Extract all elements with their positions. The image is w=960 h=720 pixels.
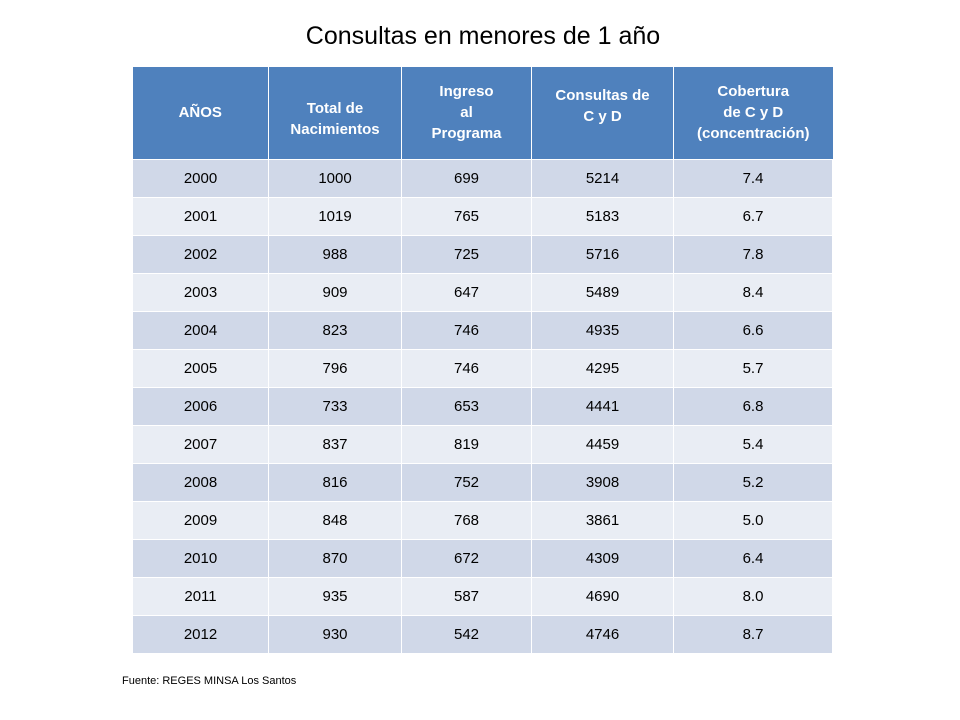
table-row: 2010 870 672 4309 6.4 <box>132 538 833 578</box>
cell-cobertura: 5.4 <box>673 424 833 464</box>
cell-year: 2005 <box>132 348 269 388</box>
table-row: 2011 935 587 4690 8.0 <box>132 576 833 616</box>
cell-year: 2001 <box>132 196 269 236</box>
cell-total-nacimientos: 930 <box>268 614 402 654</box>
table-body: 2000 1000 699 5214 7.4 2001 1019 765 5183 6.7 2002… <box>132 158 833 654</box>
cell-ingreso-programa: 768 <box>401 500 532 540</box>
cell-consultas-cyd: 3861 <box>531 500 674 540</box>
cell-total-nacimientos: 870 <box>268 538 402 578</box>
cell-ingreso-programa: 725 <box>401 234 532 274</box>
table-row: 2009 848 768 3861 5.0 <box>132 500 833 540</box>
cell-ingreso-programa: 587 <box>401 576 532 616</box>
column-header-anos: AÑOS <box>132 67 269 159</box>
table-row: 2004 823 746 4935 6.6 <box>132 310 833 350</box>
cell-ingreso-programa: 672 <box>401 538 532 578</box>
table-header-row: AÑOS Total de Nacimientos Ingreso al Pro… <box>132 67 833 159</box>
cell-ingreso-programa: 765 <box>401 196 532 236</box>
cell-year: 2000 <box>132 158 269 198</box>
chart-title: Consultas en menores de 1 año <box>305 22 661 50</box>
cell-year: 2010 <box>132 538 269 578</box>
cell-year: 2012 <box>132 614 269 654</box>
cell-total-nacimientos: 733 <box>268 386 402 426</box>
column-header-consultas-cyd: Consultas de C y D <box>531 67 674 159</box>
table-row: 2008 816 752 3908 5.2 <box>132 462 833 502</box>
table-row: 2001 1019 765 5183 6.7 <box>132 196 833 236</box>
cell-total-nacimientos: 816 <box>268 462 402 502</box>
cell-consultas-cyd: 5214 <box>531 158 674 198</box>
cell-year: 2006 <box>132 386 269 426</box>
cell-ingreso-programa: 542 <box>401 614 532 654</box>
cell-total-nacimientos: 823 <box>268 310 402 350</box>
cell-consultas-cyd: 4690 <box>531 576 674 616</box>
cell-cobertura: 6.4 <box>673 538 833 578</box>
cell-total-nacimientos: 796 <box>268 348 402 388</box>
cell-year: 2007 <box>132 424 269 464</box>
cell-ingreso-programa: 819 <box>401 424 532 464</box>
cell-ingreso-programa: 752 <box>401 462 532 502</box>
cell-year: 2003 <box>132 272 269 312</box>
cell-consultas-cyd: 4935 <box>531 310 674 350</box>
cell-cobertura: 8.7 <box>673 614 833 654</box>
column-header-ingreso-programa: Ingreso al Programa <box>401 67 532 159</box>
table-row: 2005 796 746 4295 5.7 <box>132 348 833 388</box>
cell-year: 2004 <box>132 310 269 350</box>
table-row: 2003 909 647 5489 8.4 <box>132 272 833 312</box>
cell-total-nacimientos: 935 <box>268 576 402 616</box>
cell-total-nacimientos: 1000 <box>268 158 402 198</box>
cell-ingreso-programa: 699 <box>401 158 532 198</box>
cell-total-nacimientos: 837 <box>268 424 402 464</box>
cell-year: 2008 <box>132 462 269 502</box>
cell-cobertura: 6.8 <box>673 386 833 426</box>
cell-year: 2009 <box>132 500 269 540</box>
cell-total-nacimientos: 909 <box>268 272 402 312</box>
cell-cobertura: 7.4 <box>673 158 833 198</box>
cell-ingreso-programa: 746 <box>401 348 532 388</box>
cell-total-nacimientos: 848 <box>268 500 402 540</box>
cell-cobertura: 6.6 <box>673 310 833 350</box>
cell-ingreso-programa: 746 <box>401 310 532 350</box>
cell-consultas-cyd: 3908 <box>531 462 674 502</box>
cell-consultas-cyd: 4295 <box>531 348 674 388</box>
column-header-total-nacimientos: Total de Nacimientos <box>268 67 402 159</box>
column-header-cobertura: Cobertura de C y D (concentración) <box>673 67 833 159</box>
cell-total-nacimientos: 988 <box>268 234 402 274</box>
cell-cobertura: 8.4 <box>673 272 833 312</box>
table-row: 2012 930 542 4746 8.7 <box>132 614 833 654</box>
source-note: Fuente: REGES MINSA Los Santos <box>122 675 297 687</box>
cell-consultas-cyd: 5716 <box>531 234 674 274</box>
cell-consultas-cyd: 4441 <box>531 386 674 426</box>
table-row: 2000 1000 699 5214 7.4 <box>132 158 833 198</box>
cell-cobertura: 7.8 <box>673 234 833 274</box>
cell-cobertura: 8.0 <box>673 576 833 616</box>
cell-consultas-cyd: 4746 <box>531 614 674 654</box>
cell-consultas-cyd: 5183 <box>531 196 674 236</box>
cell-cobertura: 6.7 <box>673 196 833 236</box>
cell-consultas-cyd: 4459 <box>531 424 674 464</box>
cell-year: 2011 <box>132 576 269 616</box>
cell-consultas-cyd: 5489 <box>531 272 674 312</box>
cell-cobertura: 5.0 <box>673 500 833 540</box>
table-row: 2007 837 819 4459 5.4 <box>132 424 833 464</box>
data-table: AÑOS Total de Nacimientos Ingreso al Pro… <box>132 67 833 654</box>
cell-cobertura: 5.2 <box>673 462 833 502</box>
table-row: 2006 733 653 4441 6.8 <box>132 386 833 426</box>
cell-ingreso-programa: 647 <box>401 272 532 312</box>
table-row: 2002 988 725 5716 7.8 <box>132 234 833 274</box>
cell-total-nacimientos: 1019 <box>268 196 402 236</box>
cell-ingreso-programa: 653 <box>401 386 532 426</box>
cell-year: 2002 <box>132 234 269 274</box>
cell-consultas-cyd: 4309 <box>531 538 674 578</box>
cell-cobertura: 5.7 <box>673 348 833 388</box>
